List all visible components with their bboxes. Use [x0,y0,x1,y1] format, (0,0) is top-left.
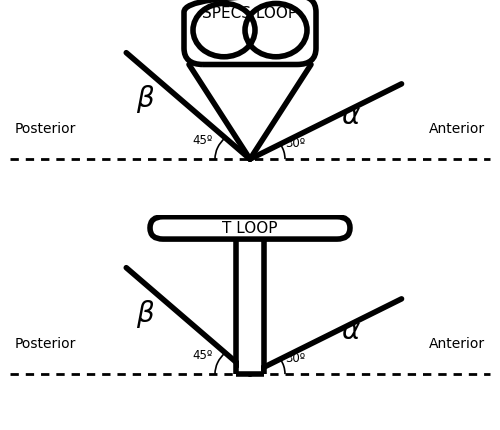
Text: α: α [341,102,359,130]
Text: 30º: 30º [285,352,305,365]
Text: SPECS LOOP: SPECS LOOP [202,6,298,22]
Text: β: β [136,85,154,113]
Text: T LOOP: T LOOP [222,221,278,237]
Bar [163,219,337,237]
Text: Posterior: Posterior [15,337,76,351]
Text: 45º: 45º [192,349,212,362]
Text: β: β [136,300,154,328]
Text: Anterior: Anterior [429,122,485,136]
Bar [239,239,261,372]
Text: α: α [341,317,359,345]
Text: Anterior: Anterior [429,337,485,351]
Text: Posterior: Posterior [15,122,76,136]
Text: 30º: 30º [285,137,305,150]
Text: 45º: 45º [192,134,212,147]
